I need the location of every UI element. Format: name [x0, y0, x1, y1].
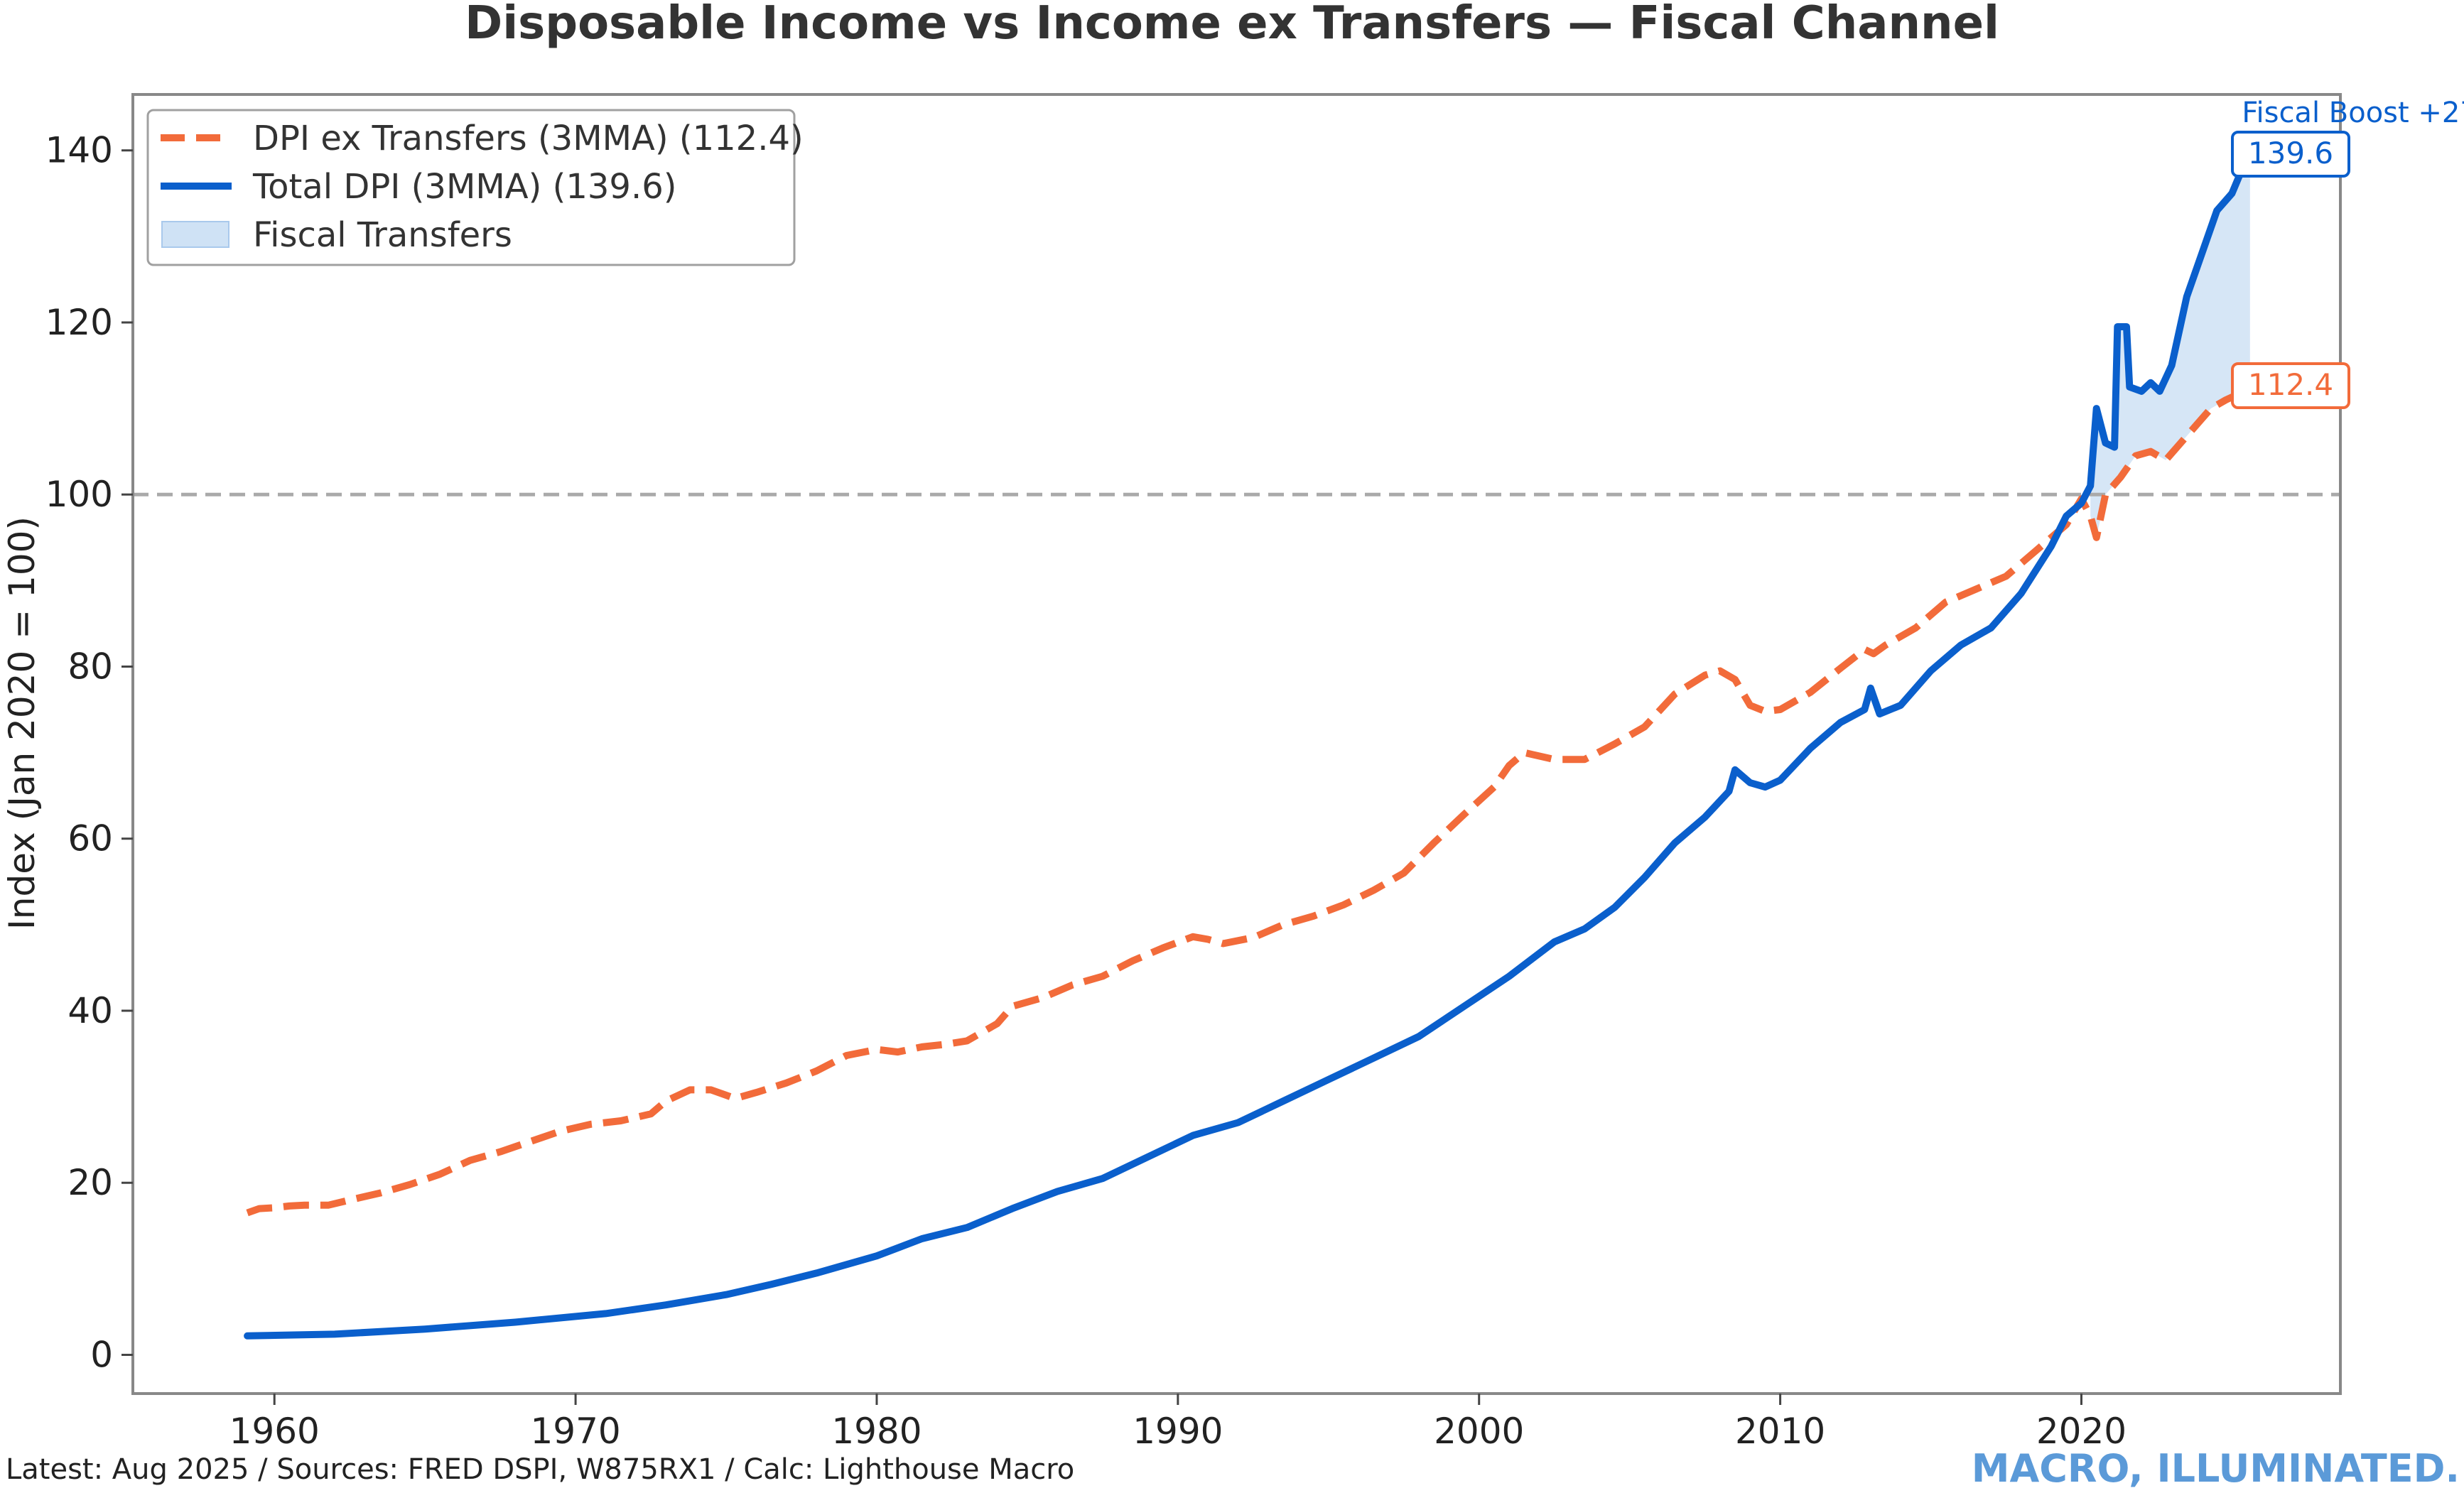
end-label-dpi-ex: 112.4 [2231, 362, 2350, 409]
x-tick-label: 1970 [530, 1411, 620, 1452]
y-tick-label: 60 [67, 818, 113, 859]
y-tick-label: 40 [67, 990, 113, 1031]
series-line-total-dpi [244, 150, 2254, 1340]
y-tick-label: 120 [45, 302, 113, 343]
y-tick-label: 0 [90, 1334, 113, 1375]
legend-label-fiscal-transfers: Fiscal Transfers [253, 215, 512, 255]
footer-source: Latest: Aug 2025 / Sources: FRED DSPI, W… [6, 1453, 1074, 1486]
legend-box [146, 109, 796, 266]
x-tick-label: 2020 [2036, 1411, 2127, 1452]
plot-frame [131, 93, 2342, 1395]
series-line-dpi-ex-transfers [246, 384, 2252, 1217]
chart-title: Disposable Income vs Income ex Transfers… [465, 0, 1999, 50]
footer-brand: MACRO, ILLUMINATED. [1972, 1446, 2460, 1491]
y-tick-label: 140 [45, 130, 113, 171]
x-tick-label: 2000 [1434, 1411, 1524, 1452]
legend: DPI ex Transfers (3MMA) (112.4) Total DP… [146, 109, 804, 266]
end-label-total-dpi-text: 139.6 [2248, 136, 2333, 170]
y-tick-label: 100 [45, 474, 113, 515]
legend-label-dpi-ex: DPI ex Transfers (3MMA) (112.4) [253, 119, 804, 158]
fiscal-boost-annotation: Fiscal Boost +27.2 pts [2242, 97, 2464, 129]
end-label-dpi-ex-text: 112.4 [2248, 367, 2333, 402]
y-axis-label: Index (Jan 2020 = 100) [1, 516, 43, 930]
x-tick-label: 1960 [229, 1411, 320, 1452]
fiscal-transfers-area [2090, 153, 2250, 538]
legend-swatch-fiscal-transfers [161, 221, 229, 248]
end-label-total-dpi: 139.6 [2231, 131, 2350, 178]
x-tick-label: 1990 [1133, 1411, 1223, 1452]
plot-area: 1960 1970 1980 1990 2000 2010 2020 0 20 40 60 80 100… [45, 93, 2342, 1452]
legend-label-total-dpi: Total DPI (3MMA) (139.6) [252, 167, 676, 207]
x-tick-label: 1980 [831, 1411, 922, 1452]
x-tick-label: 2010 [1735, 1411, 1825, 1452]
y-tick-label: 20 [67, 1162, 113, 1203]
y-tick-label: 80 [67, 646, 113, 687]
